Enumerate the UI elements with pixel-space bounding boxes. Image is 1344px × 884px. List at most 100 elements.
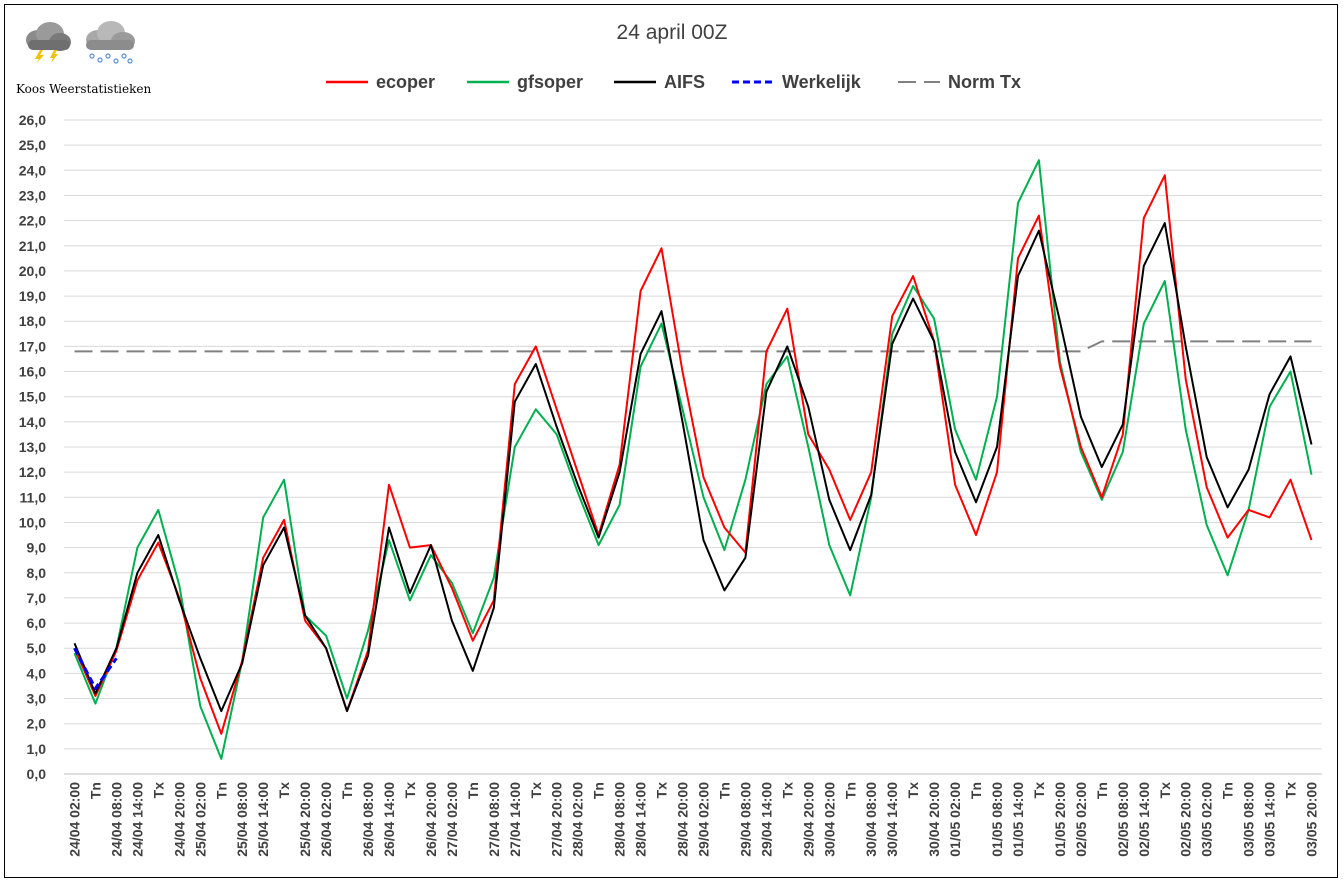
x-tick-label: 02/05 14:00 [1136, 782, 1152, 857]
x-tick-label: 03/05 08:00 [1241, 782, 1257, 857]
x-tick-label: 24/04 02:00 [66, 782, 82, 857]
x-tick-label: Tn [716, 782, 732, 799]
x-tick-label: 02/05 20:00 [1178, 782, 1194, 857]
chart-frame [4, 4, 1338, 878]
chart-legend: ecoper gfsoper AIFS Werkelijk Norm Tx [0, 68, 1344, 96]
y-tick-label: 0,0 [27, 766, 47, 782]
x-tick-label: 01/05 20:00 [1052, 782, 1068, 857]
y-tick-label: 6,0 [27, 615, 47, 631]
x-tick-label: 28/04 20:00 [675, 782, 691, 857]
x-tick-label: 25/04 02:00 [192, 782, 208, 857]
x-tick-label: 29/04 14:00 [758, 782, 774, 857]
x-tick-label: Tn [968, 782, 984, 799]
series-line-werkelijk [73, 647, 118, 690]
x-tick-label: 27/04 14:00 [507, 782, 523, 857]
y-tick-label: 10,0 [19, 514, 46, 530]
x-tick-label: 30/04 02:00 [821, 782, 837, 857]
y-tick-label: 24,0 [19, 162, 46, 178]
y-tick-label: 20,0 [19, 263, 46, 279]
series-line-ecoper [73, 174, 1313, 735]
legend-item-gfsoper: gfsoper [467, 68, 583, 96]
x-tick-label: 01/05 08:00 [989, 782, 1005, 857]
x-tick-label: Tx [1157, 782, 1173, 799]
x-tick-label: 02/05 02:00 [1073, 782, 1089, 857]
x-tick-label: 27/04 02:00 [444, 782, 460, 857]
x-tick-label: 29/04 20:00 [800, 782, 816, 857]
legend-label-ecoper: ecoper [376, 71, 436, 92]
x-tick-label: 01/05 14:00 [1010, 782, 1026, 857]
x-tick-label: Tx [654, 782, 670, 799]
chart-title: 24 april 00Z [616, 21, 728, 44]
x-tick-label: Tx [905, 782, 921, 799]
x-tick-label: Tn [87, 782, 103, 799]
y-tick-label: 22,0 [19, 213, 46, 229]
y-tick-label: 9,0 [27, 540, 47, 556]
x-tick-label: 28/04 14:00 [633, 782, 649, 857]
legend-item-norm-tx: Norm Tx [898, 68, 1021, 96]
legend-label-gfsoper: gfsoper [517, 71, 584, 92]
x-tick-label: Tx [150, 782, 166, 799]
legend-item-werkelijk: Werkelijk [732, 68, 861, 96]
x-tick-label: 03/05 14:00 [1262, 782, 1278, 857]
x-tick-label: Tx [1283, 782, 1299, 799]
y-tick-label: 11,0 [20, 489, 47, 505]
x-tick-label: Tx [1031, 782, 1047, 799]
x-tick-label: 26/04 14:00 [381, 782, 397, 857]
y-tick-label: 19,0 [19, 288, 46, 304]
legend-label-norm-tx: Norm Tx [948, 71, 1022, 92]
y-tick-label: 8,0 [27, 565, 47, 581]
x-tick-label: Tn [591, 782, 607, 799]
x-tick-label: 26/04 20:00 [423, 782, 439, 857]
x-tick-label: 24/04 14:00 [129, 782, 145, 857]
y-tick-label: 3,0 [27, 691, 47, 707]
x-tick-label: 03/05 02:00 [1199, 782, 1215, 857]
y-tick-label: 7,0 [27, 590, 47, 606]
x-tick-label: Tn [213, 782, 229, 799]
x-tick-label: 24/04 08:00 [108, 782, 124, 857]
y-tick-label: 25,0 [19, 137, 46, 153]
legend-item-aifs: AIFS [614, 68, 705, 96]
y-tick-label: 18,0 [19, 313, 46, 329]
x-tick-label: 29/04 02:00 [695, 782, 711, 857]
x-tick-label: 25/04 08:00 [234, 782, 250, 857]
x-tick-label: Tn [465, 782, 481, 799]
brand-label: Koos Weerstatistieken [16, 82, 152, 96]
x-tick-label: 28/04 08:00 [612, 782, 628, 857]
y-tick-label: 15,0 [19, 389, 46, 405]
x-tick-label: Tx [276, 782, 292, 799]
legend-label-aifs: AIFS [664, 71, 706, 92]
x-tick-label: 25/04 20:00 [297, 782, 313, 857]
x-tick-label: 26/04 08:00 [360, 782, 376, 857]
y-tick-label: 21,0 [19, 238, 46, 254]
y-tick-label: 4,0 [27, 665, 47, 681]
x-tick-label: 25/04 14:00 [255, 782, 271, 857]
y-tick-label: 12,0 [19, 464, 46, 480]
y-tick-label: 13,0 [19, 439, 46, 455]
rain-cloud-icon [86, 21, 135, 64]
x-tick-label: 27/04 08:00 [486, 782, 502, 857]
y-tick-label: 17,0 [19, 338, 46, 354]
x-tick-label: Tx [528, 782, 544, 799]
x-tick-label: 28/04 02:00 [570, 782, 586, 857]
x-tick-label: 03/05 20:00 [1304, 782, 1320, 857]
y-tick-label: 2,0 [27, 716, 47, 732]
x-tick-label: 24/04 20:00 [171, 782, 187, 857]
legend-item-ecoper: ecoper [326, 68, 435, 96]
series-line-aifs [73, 222, 1313, 713]
x-tick-label: Tx [779, 782, 795, 799]
x-tick-label: 30/04 14:00 [884, 782, 900, 857]
x-tick-label: 01/05 02:00 [947, 782, 963, 857]
x-tick-label: Tn [1094, 782, 1110, 799]
thunderstorm-cloud-icon [26, 22, 71, 64]
y-tick-label: 16,0 [19, 364, 46, 380]
y-tick-label: 14,0 [19, 414, 46, 430]
x-tick-label: 30/04 08:00 [863, 782, 879, 857]
x-tick-label: Tn [1220, 782, 1236, 799]
x-tick-label: 30/04 20:00 [926, 782, 942, 857]
y-tick-label: 26,0 [19, 112, 46, 128]
y-tick-label: 23,0 [19, 187, 46, 203]
y-tick-label: 1,0 [27, 741, 47, 757]
x-tick-label: 29/04 08:00 [737, 782, 753, 857]
x-tick-label: 02/05 08:00 [1115, 782, 1131, 857]
